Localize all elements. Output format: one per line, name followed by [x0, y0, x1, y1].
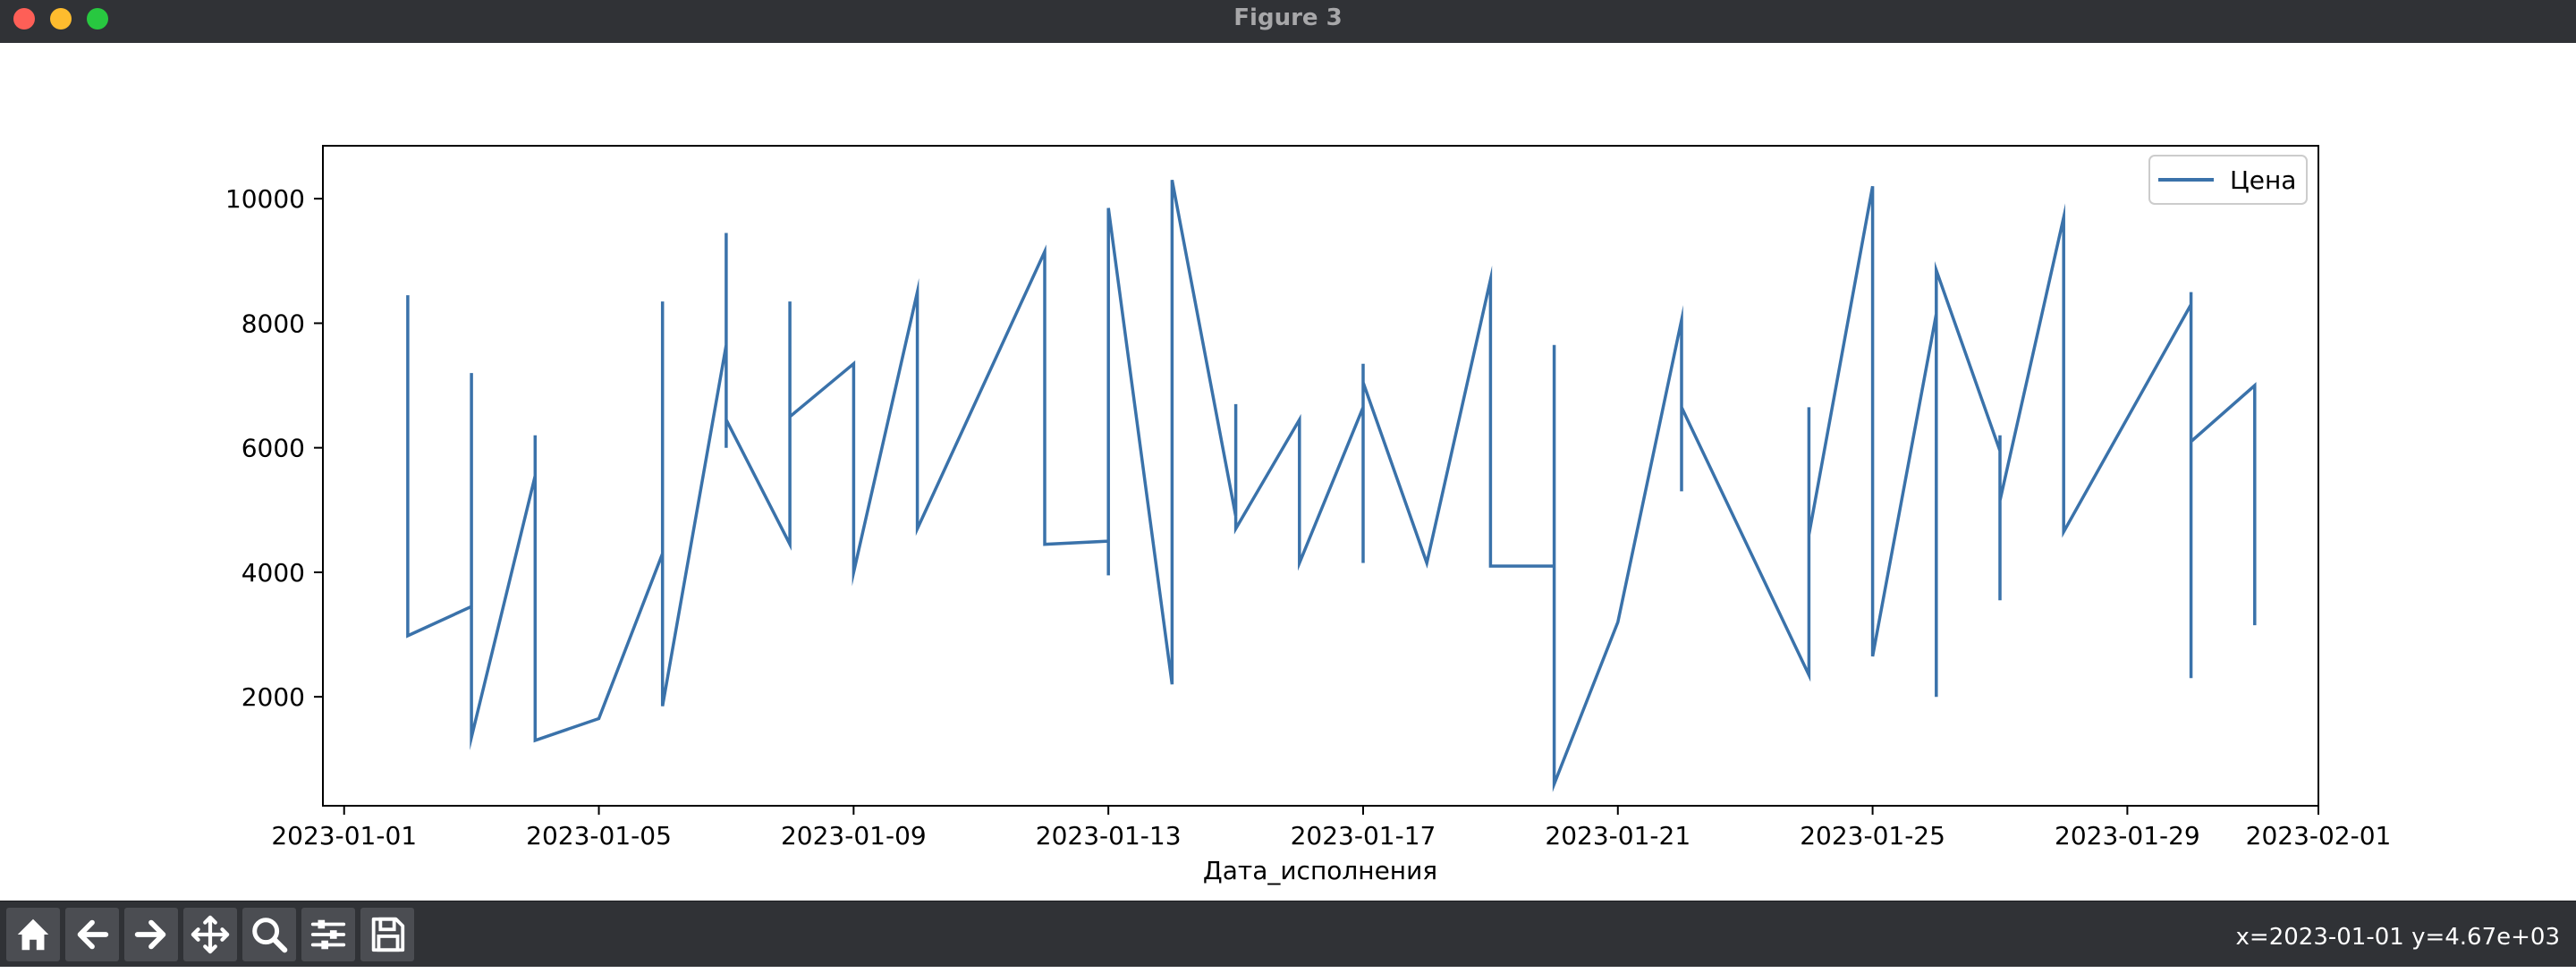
- pan-button[interactable]: [183, 908, 237, 961]
- ticks-layer: 2023-01-01 2023-01-05 2023-01-09 2023-01-13…: [225, 184, 2391, 850]
- x-tick-label: 2023-01-05: [526, 821, 672, 850]
- figure-canvas[interactable]: 2023-01-01 2023-01-05 2023-01-09 2023-01-13…: [0, 43, 2576, 901]
- forward-button[interactable]: [124, 908, 178, 961]
- x-tick-label: 2023-01-25: [1800, 821, 1945, 850]
- close-window-button[interactable]: [13, 8, 35, 30]
- x-tick-label: 2023-01-17: [1291, 821, 1436, 850]
- x-tick-label: 2023-01-29: [2055, 821, 2200, 850]
- minimize-window-button[interactable]: [50, 8, 72, 30]
- home-button[interactable]: [6, 908, 60, 961]
- maximize-window-button[interactable]: [87, 8, 108, 30]
- zoom-icon: [252, 918, 288, 953]
- x-tick-label: 2023-02-01: [2246, 821, 2392, 850]
- legend: Цена: [2148, 155, 2308, 205]
- zoom-button[interactable]: [242, 908, 296, 961]
- configure-subplots-button[interactable]: [301, 908, 355, 961]
- sliders-icon: [310, 919, 346, 950]
- cursor-coordinates: x=2023-01-01 y=4.67e+03: [2235, 924, 2560, 951]
- window-title: Figure 3: [1233, 4, 1343, 31]
- move-icon: [191, 915, 230, 954]
- plot-frame: [322, 145, 2319, 807]
- line-chart[interactable]: 2023-01-01 2023-01-05 2023-01-09 2023-01-13…: [0, 43, 2576, 901]
- x-axis-label: Дата_исполнения: [1203, 856, 1437, 885]
- x-tick-label: 2023-01-01: [271, 821, 417, 850]
- legend-box: [2148, 155, 2308, 205]
- navigation-toolbar: x=2023-01-01 y=4.67e+03: [0, 901, 2576, 967]
- x-tick-label: 2023-01-09: [781, 821, 927, 850]
- back-button[interactable]: [65, 908, 119, 961]
- line-layer: [406, 179, 2257, 792]
- save-icon: [371, 917, 405, 952]
- series-line: [406, 179, 2257, 792]
- y-tick-label: 8000: [242, 309, 305, 338]
- y-tick-label: 2000: [242, 682, 305, 712]
- title-bar: Figure 3: [0, 0, 2576, 44]
- x-tick-label: 2023-01-21: [1545, 821, 1690, 850]
- legend-label: Цена: [2230, 165, 2296, 195]
- y-tick-label: 4000: [242, 558, 305, 588]
- home-icon: [17, 918, 49, 951]
- y-tick-label: 10000: [225, 184, 305, 214]
- y-tick-label: 6000: [242, 434, 305, 463]
- arrow-left-icon: [77, 919, 109, 950]
- arrow-right-icon: [134, 919, 166, 950]
- save-figure-button[interactable]: [360, 908, 414, 961]
- x-tick-label: 2023-01-13: [1036, 821, 1182, 850]
